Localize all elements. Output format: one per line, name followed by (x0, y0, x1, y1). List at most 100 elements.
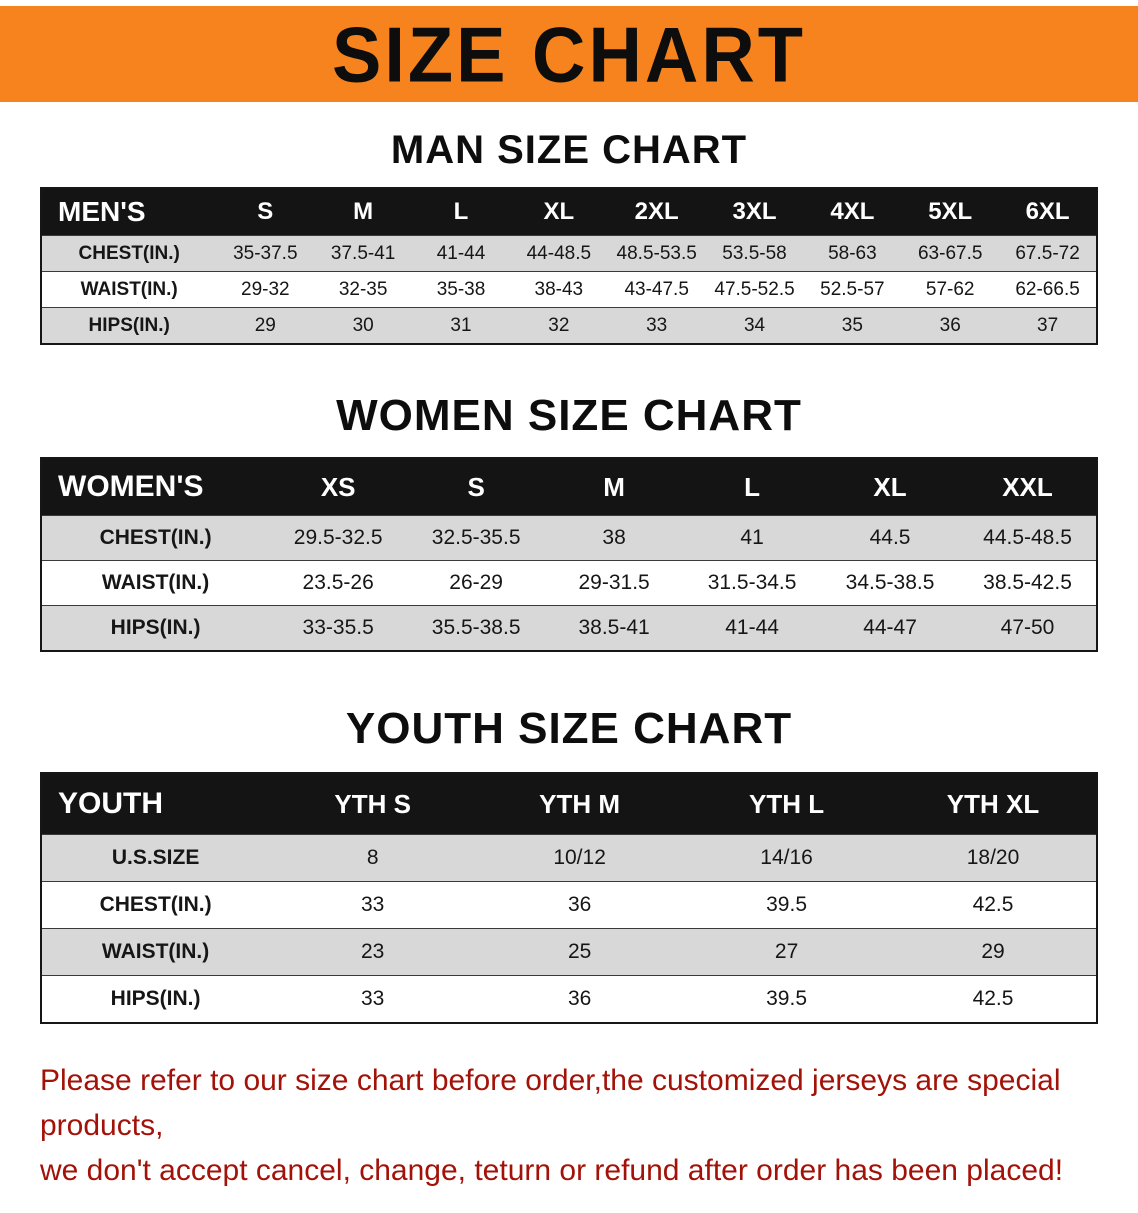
table-cell: 39.5 (683, 975, 891, 1023)
men-section-title: MAN SIZE CHART (390, 128, 748, 172)
women-section-title: WOMEN SIZE CHART (336, 391, 802, 440)
row-label: CHEST(IN.) (41, 881, 270, 929)
column-header: XXL (959, 458, 1097, 516)
table-cell: 37 (999, 307, 1097, 344)
youth-section-title: YOUTH SIZE CHART (345, 704, 793, 753)
column-header: XS (269, 458, 408, 516)
table-cell: 38-43 (509, 271, 608, 308)
table-cell: 38.5-42.5 (959, 560, 1097, 606)
header-row: YOUTH YTH S YTH M YTH L YTH XL (41, 773, 1097, 835)
table-cell: 29 (890, 928, 1097, 976)
table-cell: 23.5-26 (269, 560, 408, 606)
footer-line-2: we don't accept cancel, change, teturn o… (40, 1154, 1064, 1187)
table-cell: 38 (545, 515, 684, 561)
row-label: WAIST(IN.) (41, 560, 270, 606)
table-cell: 42.5 (890, 975, 1097, 1023)
table-cell: 33-35.5 (269, 605, 408, 651)
row-label: HIPS(IN.) (41, 307, 217, 344)
table-cell: 33 (607, 307, 706, 344)
table-cell: 44-48.5 (509, 235, 608, 272)
table-cell: 67.5-72 (999, 235, 1097, 272)
table-cell: 41 (683, 515, 822, 561)
table-row: WAIST(IN.) 23 25 27 29 (41, 928, 1097, 976)
row-label: U.S.SIZE (41, 834, 270, 882)
table-cell: 48.5-53.5 (607, 235, 706, 272)
table-row: CHEST(IN.) 35-37.5 37.5-41 41-44 44-48.5 48.5… (41, 235, 1097, 272)
table-cell: 34.5-38.5 (821, 560, 960, 606)
table-cell: 43-47.5 (607, 271, 706, 308)
table-cell: 41-44 (412, 235, 510, 272)
corner-label: MEN'S (41, 188, 217, 236)
table-cell: 32-35 (314, 271, 413, 308)
table-row: WAIST(IN.) 29-32 32-35 35-38 38-43 43-47.5 47.… (41, 271, 1097, 308)
table-cell: 62-66.5 (999, 271, 1097, 308)
table-row: HIPS(IN.) 33-35.5 35.5-38.5 38.5-41 41-44 44-… (41, 605, 1097, 651)
table-cell: 53.5-58 (705, 235, 804, 272)
size-table: MEN'S S M L XL 2XL 3XL 4XL 5XL 6XL CHEST(IN.) 35-37… (40, 187, 1098, 345)
table-cell: 63-67.5 (901, 235, 1000, 272)
column-header: M (545, 458, 684, 516)
table-row: U.S.SIZE 8 10/12 14/16 18/20 (41, 834, 1097, 882)
table-row: CHEST(IN.) 33 36 39.5 42.5 (41, 881, 1097, 929)
table-cell: 31.5-34.5 (683, 560, 822, 606)
column-header: 3XL (705, 188, 804, 236)
table-cell: 35 (803, 307, 902, 344)
column-header: YTH XL (890, 773, 1097, 835)
row-label: CHEST(IN.) (41, 235, 217, 272)
row-label: HIPS(IN.) (41, 605, 270, 651)
table-row: HIPS(IN.) 33 36 39.5 42.5 (41, 975, 1097, 1023)
column-header: 5XL (901, 188, 1000, 236)
table-cell: 52.5-57 (803, 271, 902, 308)
footer-line-1: Please refer to our size chart before or… (40, 1064, 1061, 1142)
table-cell: 58-63 (803, 235, 902, 272)
table-row: CHEST(IN.) 29.5-32.5 32.5-35.5 38 41 44.5 44.5… (41, 515, 1097, 561)
corner-label: YOUTH (41, 773, 270, 835)
table-cell: 44.5 (821, 515, 960, 561)
table-cell: 44-47 (821, 605, 960, 651)
section-youth: YOUTH SIZE CHART YOUTH YTH S YTH M YTH L YTH… (0, 704, 1138, 1024)
table-cell: 39.5 (683, 881, 891, 929)
table-cell: 27 (683, 928, 891, 976)
table-cell: 33 (269, 881, 477, 929)
size-table: YOUTH YTH S YTH M YTH L YTH XL U.S.SIZE 8 10/12… (40, 772, 1098, 1024)
column-header: L (683, 458, 822, 516)
women-size-table-wrap: WOMEN'S XS S M L XL XXL CHEST(IN.) 29.5-32.5 32.5… (40, 457, 1098, 652)
table-cell: 29-32 (216, 271, 315, 308)
table-cell: 32 (509, 307, 608, 344)
table-cell: 10/12 (476, 834, 684, 882)
table-cell: 47-50 (959, 605, 1097, 651)
table-cell: 33 (269, 975, 477, 1023)
table-cell: 30 (314, 307, 413, 344)
table-cell: 38.5-41 (545, 605, 684, 651)
section-women: WOMEN SIZE CHART WOMEN'S XS S M L XL XXL CHEST(… (0, 391, 1138, 652)
column-header: 4XL (803, 188, 902, 236)
table-cell: 23 (269, 928, 477, 976)
column-header: S (407, 458, 546, 516)
table-cell: 29-31.5 (545, 560, 684, 606)
column-header: 2XL (607, 188, 706, 236)
table-cell: 34 (705, 307, 804, 344)
table-cell: 31 (412, 307, 510, 344)
row-label: WAIST(IN.) (41, 928, 270, 976)
table-cell: 44.5-48.5 (959, 515, 1097, 561)
column-header: XL (509, 188, 608, 236)
table-cell: 42.5 (890, 881, 1097, 929)
youth-size-table-wrap: YOUTH YTH S YTH M YTH L YTH XL U.S.SIZE 8 10/12… (40, 772, 1098, 1024)
table-cell: 35-37.5 (216, 235, 315, 272)
corner-label: WOMEN'S (41, 458, 270, 516)
banner-title: SIZE CHART (332, 10, 806, 98)
table-cell: 32.5-35.5 (407, 515, 546, 561)
section-men: MAN SIZE CHART MEN'S S M L XL 2XL 3XL 4XL 5XL 6XL… (0, 128, 1138, 345)
table-row: HIPS(IN.) 29 30 31 32 33 34 35 36 37 (41, 307, 1097, 344)
column-header: YTH L (683, 773, 891, 835)
table-row: WAIST(IN.) 23.5-26 26-29 29-31.5 31.5-34.5 34… (41, 560, 1097, 606)
table-cell: 36 (476, 881, 684, 929)
table-cell: 57-62 (901, 271, 1000, 308)
table-cell: 29.5-32.5 (269, 515, 408, 561)
table-cell: 14/16 (683, 834, 891, 882)
table-cell: 36 (476, 975, 684, 1023)
table-cell: 8 (269, 834, 477, 882)
column-header: YTH M (476, 773, 684, 835)
header-row: MEN'S S M L XL 2XL 3XL 4XL 5XL 6XL (41, 188, 1097, 236)
table-cell: 29 (216, 307, 315, 344)
